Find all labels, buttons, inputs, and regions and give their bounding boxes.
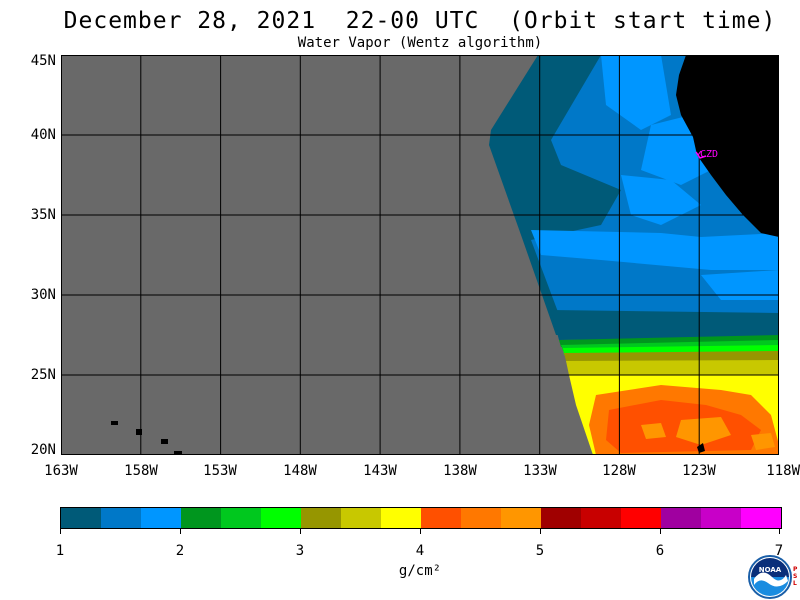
colorbar-swatch (261, 508, 301, 528)
colorbar-swatch (461, 508, 501, 528)
hawaiian-islands (111, 421, 182, 455)
noaa-logo-icon: NOAA (748, 555, 792, 599)
colorbar-swatch (621, 508, 661, 528)
colorbar-tick (180, 528, 181, 534)
colorbar-label-6: 6 (655, 543, 665, 559)
lat-label-35n: 35N (30, 207, 56, 223)
water-vapor-map: CZD (61, 55, 779, 455)
colorbar-tick (540, 528, 541, 534)
colorbar-tick (60, 528, 61, 534)
graticule (61, 55, 779, 455)
lat-label-30n: 30N (30, 287, 56, 303)
lon-label-163w: 163W (44, 463, 78, 479)
colorbar-tick (660, 528, 661, 534)
map-frame (61, 55, 779, 455)
colorbar-swatch (301, 508, 341, 528)
colorbar-swatch (61, 508, 101, 528)
lon-label-148w: 148W (283, 463, 317, 479)
colorbar-swatch (701, 508, 741, 528)
colorbar-label-3: 3 (295, 543, 305, 559)
lon-label-133w: 133W (523, 463, 557, 479)
colorbar-swatch (181, 508, 221, 528)
colorbar-swatch (421, 508, 461, 528)
colorbar-label-2: 2 (175, 543, 185, 559)
map-subtitle: Water Vapor (Wentz algorithm) (297, 35, 543, 51)
lat-label-20n: 20N (30, 442, 56, 458)
station-marker (695, 150, 707, 159)
colorbar-swatch (221, 508, 261, 528)
lon-label-128w: 128W (602, 463, 636, 479)
colorbar-swatch (501, 508, 541, 528)
colorbar-swatch (101, 508, 141, 528)
lat-label-40n: 40N (30, 127, 56, 143)
colorbar-label-5: 5 (535, 543, 545, 559)
colorbar-swatch (661, 508, 701, 528)
lon-label-123w: 123W (682, 463, 716, 479)
colorbar-swatch (541, 508, 581, 528)
colorbar-swatch (141, 508, 181, 528)
lat-label-25n: 25N (30, 367, 56, 383)
map-title: December 28, 2021 22-00 UTC (Orbit start… (63, 8, 777, 34)
colorbar-label-1: 1 (55, 543, 65, 559)
colorbar-swatch (741, 508, 781, 528)
colorbar-swatch (381, 508, 421, 528)
colorbar-label-7: 7 (774, 543, 784, 559)
colorbar-units: g/cm² (398, 563, 442, 579)
lon-label-143w: 143W (363, 463, 397, 479)
lon-label-138w: 138W (443, 463, 477, 479)
colorbar-label-4: 4 (415, 543, 425, 559)
colorbar-tick (779, 528, 780, 534)
station-label: CZD (700, 149, 718, 160)
colorbar-swatch (341, 508, 381, 528)
water-vapor-swath (489, 55, 779, 455)
lon-label-158w: 158W (124, 463, 158, 479)
colorbar-tick (300, 528, 301, 534)
lon-label-118w: 118W (766, 463, 800, 479)
noaa-logo-text: NOAA (759, 566, 782, 574)
lon-label-153w: 153W (203, 463, 237, 479)
colorbar-tick (420, 528, 421, 534)
lat-label-45n: 45N (30, 53, 56, 69)
color-scale-bar (60, 507, 782, 529)
colorbar-swatch (581, 508, 621, 528)
